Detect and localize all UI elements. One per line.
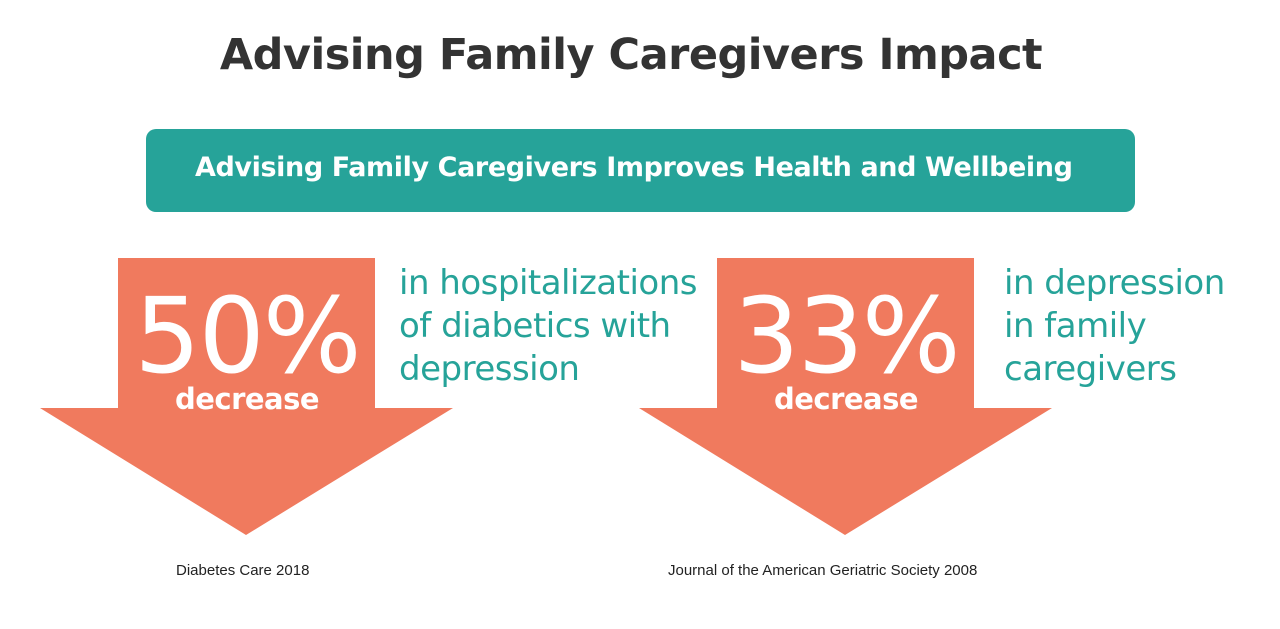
description-line: depression xyxy=(399,349,580,389)
stat-label: decrease xyxy=(174,382,320,416)
description-line: in hospitalizations xyxy=(399,263,697,303)
stat-value: 33% xyxy=(733,275,960,397)
stat-label: decrease xyxy=(773,382,919,416)
banner-text: Advising Family Caregivers Improves Heal… xyxy=(195,152,1073,183)
arrow-down-icon xyxy=(639,258,1052,535)
source-citation: Diabetes Care 2018 xyxy=(176,562,310,579)
stat-description: in hospitalizations of diabetics with de… xyxy=(399,262,697,391)
arrow-down-icon xyxy=(40,258,453,535)
page-title: Advising Family Caregivers Impact xyxy=(219,30,1043,80)
source-citation: Journal of the American Geriatric Societ… xyxy=(668,562,978,579)
description-line: in depression xyxy=(1004,263,1225,303)
description-line: of diabetics with xyxy=(399,306,671,346)
stat-value: 50% xyxy=(134,275,361,397)
banner xyxy=(146,129,1135,212)
stat-description: in depression in family caregivers xyxy=(1004,262,1225,391)
description-line: caregivers xyxy=(1004,349,1177,389)
description-line: in family xyxy=(1004,306,1147,346)
